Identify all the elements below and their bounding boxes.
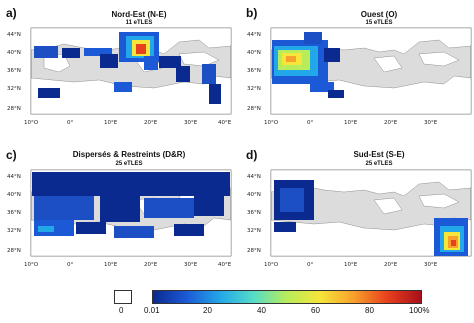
lat-tick-label: 36°N [247, 210, 261, 216]
lon-tick-labels: 10°O 0° 10°E 20°E 30°E [264, 120, 438, 126]
lon-tick-label: 10°E [344, 120, 358, 126]
lat-tick-label: 32°N [247, 228, 261, 234]
panel-c: c) Dispersés & Restreints (D&R) 25 eTLES… [4, 146, 234, 276]
lon-tick-labels: 10°O 0° 10°E 20°E 30°E 40°E [24, 262, 232, 268]
lon-tick-label: 10°O [24, 120, 39, 126]
lon-tick-label: 10°O [264, 120, 279, 126]
colorbar-tick-label: 80 [365, 306, 374, 315]
lon-tick-label: 10°O [24, 262, 39, 268]
panel-a: a) Nord-Est (N-E) 11 eTLES 44 [4, 4, 234, 134]
panel-title: Nord-Est (N-E) [111, 10, 167, 19]
lat-tick-label: 40°N [247, 192, 261, 198]
lon-tick-label: 10°O [264, 262, 279, 268]
lat-tick-label: 40°N [247, 50, 261, 56]
lat-tick-label: 44°N [7, 174, 21, 180]
lat-tick-label: 36°N [7, 68, 21, 74]
panel-d: d) Sud-Est (S-E) 25 eTLES 44°N 40°N 36°N… [244, 146, 474, 276]
lon-tick-labels: 10°O 0° 10°E 20°E 30°E [264, 262, 438, 268]
lon-tick-label: 30°E [424, 120, 438, 126]
colorbar-zero-swatch [114, 290, 132, 304]
lat-tick-label: 32°N [7, 228, 21, 234]
lat-tick-label: 28°N [247, 106, 261, 112]
panel-count: 15 eTLES [365, 20, 393, 26]
panel-letter: a) [6, 6, 17, 20]
colorbar-tick-label: 40 [257, 306, 266, 315]
lat-tick-label: 28°N [7, 248, 21, 254]
panel-letter: d) [246, 148, 258, 162]
lat-tick-label: 32°N [247, 86, 261, 92]
lon-tick-label: 0° [307, 262, 313, 268]
lon-tick-label: 30°E [424, 262, 438, 268]
lon-tick-label: 40°E [218, 120, 232, 126]
lat-tick-label: 44°N [247, 32, 261, 38]
lat-tick-label: 44°N [247, 174, 261, 180]
panel-letter: c) [6, 148, 17, 162]
lon-tick-label: 0° [67, 262, 73, 268]
lat-tick-labels: 44°N 40°N 36°N 32°N 28°N [7, 32, 21, 112]
lon-tick-label: 10°E [344, 262, 358, 268]
panel-title: Ouest (O) [360, 10, 398, 19]
lat-tick-labels: 44°N 40°N 36°N 32°N 28°N [247, 174, 261, 254]
lat-tick-label: 44°N [7, 32, 21, 38]
panel-count: 11 eTLES [125, 20, 153, 26]
lon-tick-label: 30°E [184, 262, 198, 268]
lat-tick-label: 36°N [7, 210, 21, 216]
lat-tick-label: 32°N [7, 86, 21, 92]
lat-tick-label: 40°N [7, 50, 21, 56]
colorbar-tick-label: 60 [311, 306, 320, 315]
panel-title: Dispersés & Restreints (D&R) [72, 150, 186, 159]
map: 44°N 40°N 36°N 32°N 28°N 10°O 0° 10°E 20… [247, 169, 472, 268]
panel-b: b) Ouest (O) 15 eTLES 44°N 40°N 36°N 32°… [244, 4, 474, 134]
heat-cells [274, 180, 468, 256]
colorbar-tick-label: 0.01 [144, 306, 160, 315]
lat-tick-label: 40°N [7, 192, 21, 198]
map: 44°N 40°N 36°N 32°N 28°N 10°O 0° 10°E 20… [7, 169, 232, 268]
heat-cells [32, 172, 230, 238]
lon-tick-label: 0° [67, 120, 73, 126]
map: 44°N 40°N 36°N 32°N 28°N 10°O 0° 10°E 20… [7, 27, 232, 126]
panel-count: 25 eTLES [365, 161, 393, 167]
lon-tick-label: 20°E [144, 262, 158, 268]
heat-cells [272, 32, 344, 98]
colorbar-gradient [152, 290, 422, 304]
lon-tick-label: 10°E [104, 120, 118, 126]
lon-tick-label: 10°E [104, 262, 118, 268]
lon-tick-labels: 10°O 0° 10°E 20°E 30°E 40°E [24, 120, 232, 126]
colorbar-tick-label: 100% [409, 306, 430, 315]
lat-tick-label: 36°N [247, 68, 261, 74]
colorbar-zero-label: 0 [119, 306, 124, 315]
lon-tick-label: 20°E [144, 120, 158, 126]
lat-tick-label: 28°N [7, 106, 21, 112]
colorbar: 0 0.01 20 40 60 80 100% [110, 288, 440, 320]
lat-tick-label: 28°N [247, 248, 261, 254]
colorbar-tick-label: 20 [203, 306, 212, 315]
panel-count: 25 eTLES [115, 161, 143, 167]
lon-tick-label: 40°E [218, 262, 232, 268]
panel-title: Sud-Est (S-E) [353, 150, 405, 159]
lat-tick-labels: 44°N 40°N 36°N 32°N 28°N [247, 32, 261, 112]
heat-cells [34, 32, 221, 104]
lon-tick-label: 20°E [384, 262, 398, 268]
map: 44°N 40°N 36°N 32°N 28°N 10°O 0° 10°E 20… [247, 27, 472, 126]
panel-letter: b) [246, 6, 258, 20]
lat-tick-labels: 44°N 40°N 36°N 32°N 28°N [7, 174, 21, 254]
lon-tick-label: 30°E [184, 120, 198, 126]
map-frame [30, 27, 232, 115]
lon-tick-label: 20°E [384, 120, 398, 126]
lon-tick-label: 0° [307, 120, 313, 126]
